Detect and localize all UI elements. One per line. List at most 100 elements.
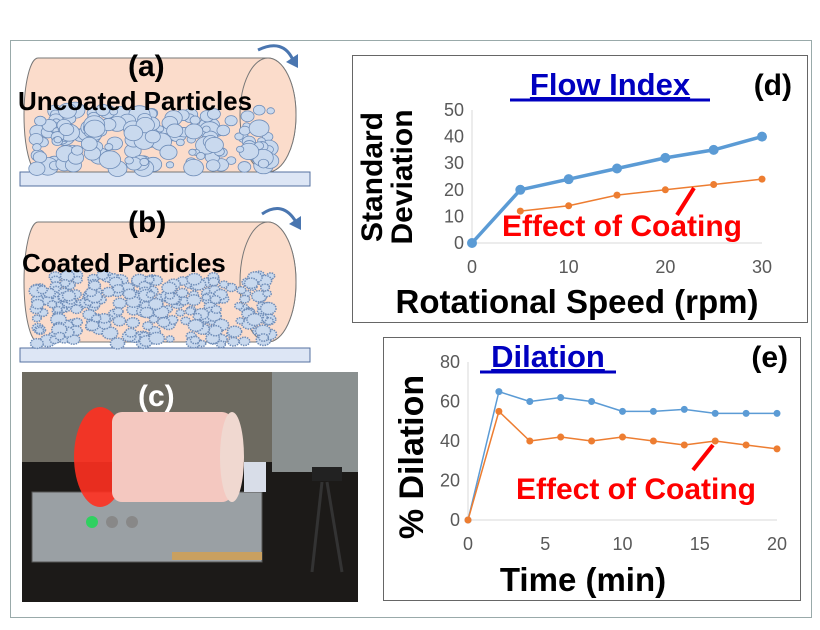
base-plate xyxy=(19,171,311,187)
data-point xyxy=(565,202,573,210)
particle xyxy=(71,317,84,327)
y-tick-label: 0 xyxy=(450,510,460,530)
data-point xyxy=(588,437,596,445)
data-point xyxy=(742,409,750,417)
x-tick-label: 10 xyxy=(612,534,632,554)
particle xyxy=(226,325,243,338)
particle xyxy=(58,123,75,136)
data-point xyxy=(495,388,503,396)
particle xyxy=(145,290,156,299)
particle xyxy=(257,158,270,169)
particle xyxy=(216,124,231,137)
particle xyxy=(186,294,202,306)
particle xyxy=(101,286,116,298)
particle xyxy=(161,281,178,295)
particle xyxy=(248,119,270,137)
particle xyxy=(238,125,251,136)
particle xyxy=(32,151,48,164)
rotation-arrow-icon xyxy=(261,207,298,223)
particle xyxy=(259,301,277,316)
chart-title: Flow Index xyxy=(530,67,691,102)
y-axis-label: % Dilation xyxy=(393,375,431,539)
data-point xyxy=(680,441,688,449)
x-axis-label: Rotational Speed (rpm) xyxy=(395,283,758,320)
data-point xyxy=(680,405,688,413)
x-axis-label: Time (min) xyxy=(500,561,666,598)
data-point xyxy=(757,131,767,142)
particle xyxy=(236,285,247,295)
particle xyxy=(31,314,42,323)
particle xyxy=(156,316,171,328)
panel-b-title: Coated Particles xyxy=(22,248,226,278)
particle xyxy=(215,340,227,349)
particle xyxy=(166,123,184,138)
annotation-arrow-icon xyxy=(691,443,715,472)
x-tick-label: 30 xyxy=(752,257,772,277)
particle xyxy=(218,280,230,289)
particle xyxy=(243,277,259,290)
particle xyxy=(112,297,128,309)
panel-a-label: (a) xyxy=(128,50,165,83)
particle xyxy=(224,115,238,127)
data-point xyxy=(464,516,472,524)
data-point xyxy=(612,163,622,174)
particle xyxy=(29,337,44,350)
x-tick-label: 20 xyxy=(655,257,675,277)
particle xyxy=(184,306,196,316)
data-point xyxy=(613,191,621,199)
data-point xyxy=(711,409,719,417)
particle xyxy=(58,102,77,119)
particle xyxy=(266,107,275,115)
particle xyxy=(59,269,75,282)
panel-c-label: (c) xyxy=(138,380,175,413)
particle xyxy=(259,283,271,292)
particle xyxy=(124,327,138,338)
particle xyxy=(112,307,124,316)
particle xyxy=(47,300,58,309)
dilation-chart-box xyxy=(383,337,801,601)
particle xyxy=(246,312,264,327)
particle xyxy=(227,336,240,347)
particle xyxy=(125,316,141,329)
particle xyxy=(175,287,189,298)
data-point xyxy=(710,180,718,188)
particle xyxy=(72,275,83,285)
particle xyxy=(210,305,222,314)
panel-a-title: Uncoated Particles xyxy=(18,86,253,116)
data-point xyxy=(526,398,534,405)
particle xyxy=(144,129,161,144)
particle xyxy=(85,319,100,332)
y-tick-label: 20 xyxy=(444,180,464,200)
particle xyxy=(187,319,204,333)
particle xyxy=(201,293,212,302)
particle xyxy=(204,136,224,153)
particle xyxy=(148,297,164,311)
coated-particles xyxy=(28,268,278,350)
y-tick-label: 60 xyxy=(440,392,460,412)
y-tick-label: 0 xyxy=(454,233,464,253)
data-point xyxy=(742,441,750,449)
dilation-chart: Dilation (e) 0 20 40 60 80 0 5 10 15 20 Time (min) % … xyxy=(393,339,788,598)
panel-label: (e) xyxy=(751,341,788,374)
particle xyxy=(61,290,77,302)
particle xyxy=(196,152,206,160)
x-tick-label: 0 xyxy=(467,257,477,277)
data-point xyxy=(649,407,657,415)
particle xyxy=(139,306,155,319)
particle xyxy=(53,136,62,144)
flow-index-chart: Flow Index (d) 0 10 20 30 40 50 0 10 20 30 Rotationa… xyxy=(356,67,792,320)
particle xyxy=(112,315,127,327)
particle xyxy=(165,161,175,169)
particle xyxy=(98,150,122,170)
data-point xyxy=(661,186,669,194)
base-plate xyxy=(19,347,311,363)
particle xyxy=(183,159,204,177)
x-tick-label: 20 xyxy=(767,534,787,554)
uncoated-particles xyxy=(28,101,280,177)
particle xyxy=(91,314,102,323)
particle xyxy=(28,161,46,176)
y-tick-label: 50 xyxy=(444,100,464,120)
data-point xyxy=(515,184,526,195)
data-point xyxy=(619,433,626,441)
particle xyxy=(124,156,134,165)
